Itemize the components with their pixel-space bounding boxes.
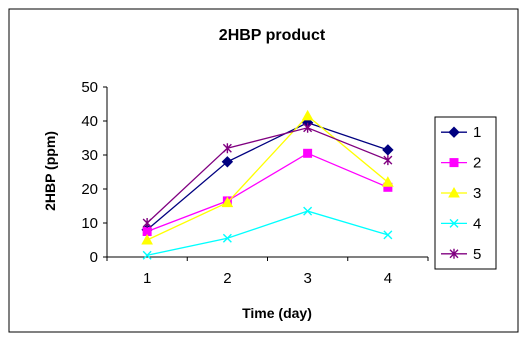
y-tick-label: 40 xyxy=(81,113,98,130)
series-line xyxy=(146,121,389,231)
data-point xyxy=(383,230,393,240)
series-4 xyxy=(142,206,393,260)
x-tick-label: 3 xyxy=(303,270,311,287)
series-line xyxy=(146,152,389,233)
axes: 0 10 20 30 40 50 1 2 3 4 xyxy=(81,79,429,287)
x-tick-label: 1 xyxy=(143,270,151,287)
data-point xyxy=(142,250,152,260)
y-tick-label: 20 xyxy=(81,181,98,198)
y-axis-label: 2HBP (ppm) xyxy=(42,131,58,211)
legend-label: 2 xyxy=(473,155,481,172)
legend-marker xyxy=(449,158,459,168)
legend-label: 3 xyxy=(473,185,481,202)
series-line xyxy=(146,127,389,224)
data-point xyxy=(382,144,394,156)
y-tick-label: 10 xyxy=(81,215,98,232)
y-tick-label: 0 xyxy=(90,249,98,266)
legend-item: 3 xyxy=(441,185,481,202)
legend-marker xyxy=(448,126,460,138)
data-point xyxy=(222,233,232,243)
legend-label: 4 xyxy=(473,215,481,232)
chart-title: 2HBP product xyxy=(219,27,326,44)
legend-marker xyxy=(448,186,460,198)
chart-border xyxy=(8,8,519,333)
data-point xyxy=(142,218,152,228)
y-tick-label: 50 xyxy=(81,79,98,96)
series-3 xyxy=(141,109,394,245)
x-axis-label: Time (day) xyxy=(242,305,312,321)
legend: 1 2 3 4 5 xyxy=(434,116,497,270)
series-5 xyxy=(142,122,393,228)
data-point xyxy=(222,143,232,154)
data-point xyxy=(382,176,394,187)
legend-marker xyxy=(449,248,459,259)
data-point xyxy=(141,233,153,245)
data-point xyxy=(221,156,234,168)
legend-label: 5 xyxy=(473,246,481,263)
data-point xyxy=(303,206,313,216)
legend-item: 2 xyxy=(441,155,481,172)
x-tick-label: 2 xyxy=(223,270,231,287)
data-point xyxy=(301,109,314,121)
legend-item: 1 xyxy=(441,124,481,141)
legend-label: 1 xyxy=(473,124,481,141)
series-line xyxy=(146,115,389,241)
legend-marker xyxy=(449,218,459,228)
data-point xyxy=(221,196,234,208)
series-line xyxy=(146,210,389,256)
data-point xyxy=(383,155,393,166)
data-point xyxy=(303,148,313,158)
data-point xyxy=(303,122,313,133)
legend-item: 4 xyxy=(441,215,481,232)
y-tick-label: 30 xyxy=(81,147,98,164)
x-tick-label: 4 xyxy=(384,270,392,287)
legend-item: 5 xyxy=(441,246,481,263)
series-layer xyxy=(141,109,394,260)
